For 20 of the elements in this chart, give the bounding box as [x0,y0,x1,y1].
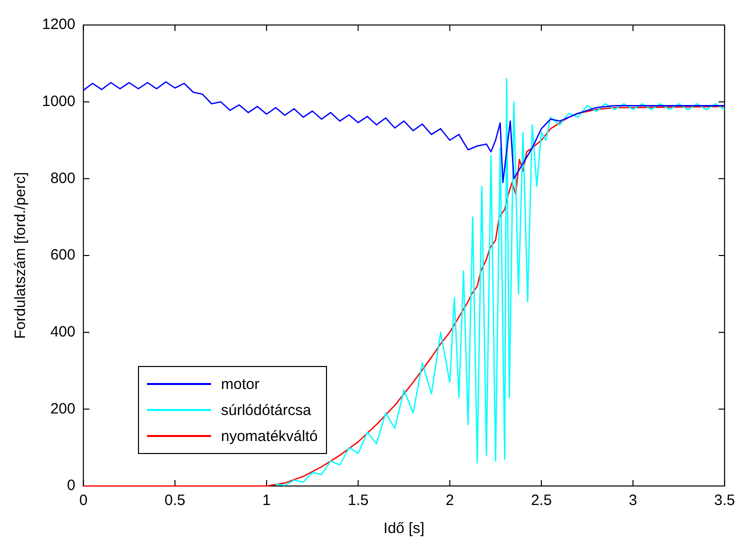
y-tick-label: 600 [50,246,76,264]
y-tick-label: 1000 [42,92,76,110]
legend-label: nyomatékváltó [221,428,318,444]
y-tick-label: 400 [50,323,76,340]
x-tick-label: 1.5 [348,492,369,510]
x-tick-label: 0 [79,492,88,510]
x-tick-label: 2.5 [530,492,552,510]
x-tick-label: 2 [446,492,454,510]
y-tick-label: 1200 [42,16,76,34]
x-tick-label: 3.5 [714,492,736,510]
legend-label: súrlódótárcsa [221,402,312,418]
y-tick-label: 800 [50,170,76,187]
x-axis-title: Idő [s] [384,520,424,538]
y-tick-label: 0 [67,477,76,494]
x-tick-label: 0.5 [164,492,186,510]
x-tick-label: 3 [628,492,638,510]
y-axis-title: Fordulatszám [ford./perc] [12,172,30,339]
x-tick-label: 1 [262,492,271,510]
legend-label: motor [221,376,260,392]
y-tick-label: 200 [50,400,76,418]
